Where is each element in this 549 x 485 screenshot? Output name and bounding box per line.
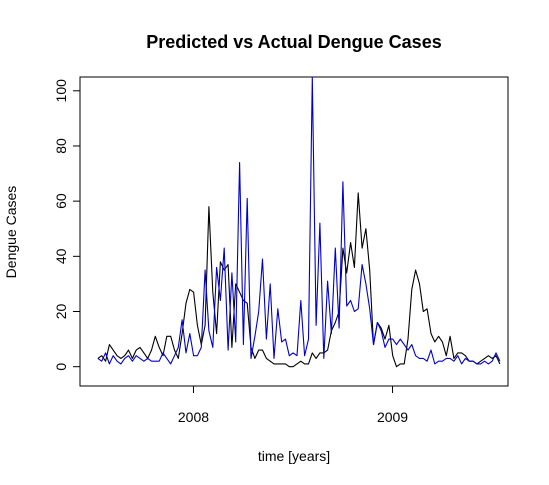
series-line-1 xyxy=(97,192,501,368)
y-tick-label: 40 xyxy=(53,248,69,264)
series-layer xyxy=(97,76,501,368)
x-axis-label: time [years] xyxy=(258,448,330,464)
chart-title: Predicted vs Actual Dengue Cases xyxy=(146,32,441,52)
x-axis: 2008 2009 xyxy=(97,385,500,425)
y-tick-label: 80 xyxy=(53,138,69,154)
y-axis: 0 20 40 60 80 100 xyxy=(53,79,81,371)
plot-area xyxy=(79,76,509,387)
x-tick-label: 2008 xyxy=(178,409,209,425)
x-tick-label: 2009 xyxy=(377,409,408,425)
y-tick-label: 100 xyxy=(53,79,69,103)
y-tick-label: 60 xyxy=(53,193,69,209)
y-axis-label: Dengue Cases xyxy=(3,186,19,279)
series-line-2 xyxy=(97,76,501,365)
y-tick-label: 20 xyxy=(53,304,69,320)
y-tick-label: 0 xyxy=(53,363,69,371)
